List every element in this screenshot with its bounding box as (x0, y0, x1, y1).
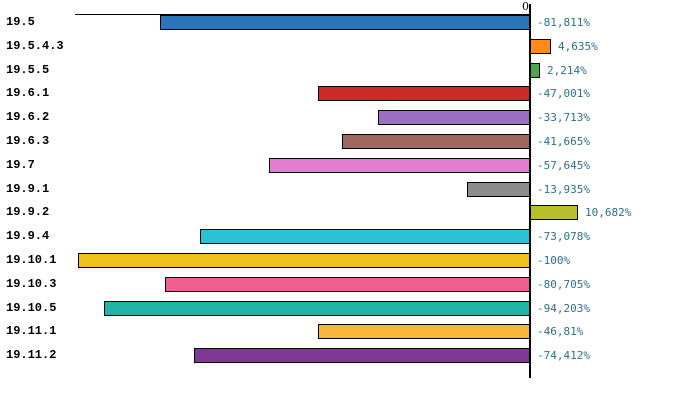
value-label: -41,665% (537, 135, 590, 148)
category-label: 19.5.5 (6, 63, 50, 77)
top-axis-line (75, 14, 530, 15)
value-label: 10,682% (585, 206, 632, 219)
bar (269, 158, 530, 173)
category-label: 19.9.1 (6, 182, 50, 196)
value-label: 2,214% (547, 64, 587, 77)
bar (342, 134, 530, 149)
value-label: -100% (537, 254, 571, 267)
bar (378, 110, 530, 125)
category-label: 19.10.5 (6, 301, 57, 315)
category-label: 19.10.3 (6, 277, 57, 291)
category-label: 19.6.3 (6, 134, 50, 148)
bar (467, 182, 530, 197)
category-label: 19.9.4 (6, 229, 50, 243)
bar (104, 301, 530, 316)
value-label: -80,705% (537, 278, 590, 291)
bar (530, 39, 551, 54)
bar (78, 253, 530, 268)
zero-axis-line (529, 4, 531, 378)
value-label: -94,203% (537, 302, 590, 315)
category-label: 19.7 (6, 158, 35, 172)
category-label: 19.10.1 (6, 253, 57, 267)
bar (530, 205, 578, 220)
value-label: -33,713% (537, 111, 590, 124)
bar (318, 86, 530, 101)
category-label: 19.11.1 (6, 324, 57, 338)
value-label: -47,001% (537, 87, 590, 100)
value-label: -74,412% (537, 349, 590, 362)
value-label: 4,635% (558, 40, 598, 53)
bar (318, 324, 530, 339)
bar (194, 348, 530, 363)
category-label: 19.6.2 (6, 110, 50, 124)
bar (530, 63, 540, 78)
value-label: -57,645% (537, 159, 590, 172)
bar (165, 277, 530, 292)
bar (200, 229, 530, 244)
category-label: 19.6.1 (6, 86, 50, 100)
value-label: -73,078% (537, 230, 590, 243)
value-label: -46,81% (537, 325, 584, 338)
category-label: 19.11.2 (6, 348, 57, 362)
category-label: 19.5 (6, 15, 35, 29)
value-label: -81,811% (537, 16, 590, 29)
bar (160, 15, 530, 30)
value-label: -13,935% (537, 183, 590, 196)
category-label: 19.9.2 (6, 205, 50, 219)
category-label: 19.5.4.3 (6, 39, 64, 53)
zero-tick-label: 0 (522, 0, 529, 13)
